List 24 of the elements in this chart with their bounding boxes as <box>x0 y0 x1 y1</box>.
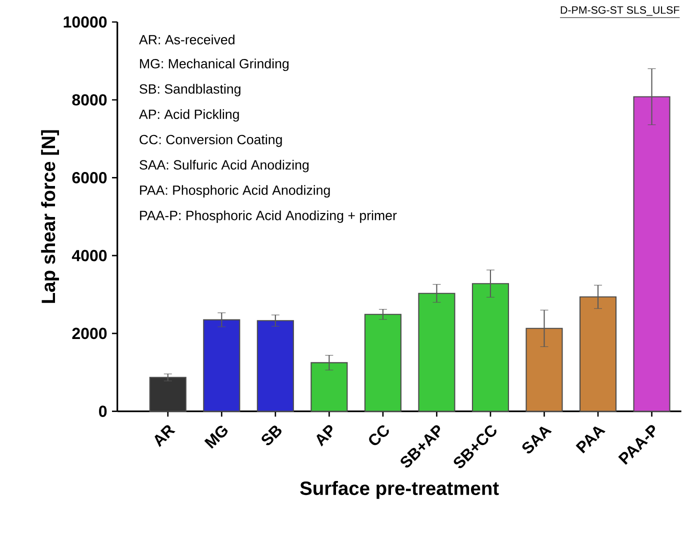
x-tick-label: SAA <box>522 426 552 454</box>
annotation: SAA: Sulfuric Acid Anodizing <box>140 160 309 172</box>
y-axis-title: Lap shear force [N] <box>41 130 59 303</box>
text: D-PM-SG-ST SLS_ULSF <box>560 6 680 16</box>
y-tick-label: 4000 <box>72 250 107 262</box>
annotation: AP: Acid Pickling <box>138 109 239 122</box>
y-tick-label: 2000 <box>72 328 107 340</box>
x-axis-title: Surface pre-treatment <box>300 480 499 499</box>
annotation: SB: Sandblasting <box>140 84 240 96</box>
annotation: PAA: Phosphoric Acid Anodizing <box>140 185 330 198</box>
y-tick-label: 6000 <box>72 172 107 184</box>
y-tick-label: 8000 <box>72 94 107 106</box>
x-tick-label: CC <box>369 425 389 446</box>
x-tick-label: PAA <box>576 426 606 454</box>
y-tick-label: 10000 <box>64 16 107 28</box>
x-tick-label: SB <box>262 426 282 446</box>
x-tick-label: AR <box>154 425 176 448</box>
annotation: CC: Conversion Coating <box>140 134 282 147</box>
x-tick-label: AP <box>316 425 332 447</box>
y-tick-label: 0 <box>99 406 107 417</box>
x-tick-label: MG <box>204 426 228 449</box>
annotation: AR: As-received <box>138 34 234 44</box>
annotation: MG: Mechanical Grinding <box>140 58 289 72</box>
annotation: PAA-P: Phosphoric Acid Anodizing + primer <box>140 210 397 223</box>
